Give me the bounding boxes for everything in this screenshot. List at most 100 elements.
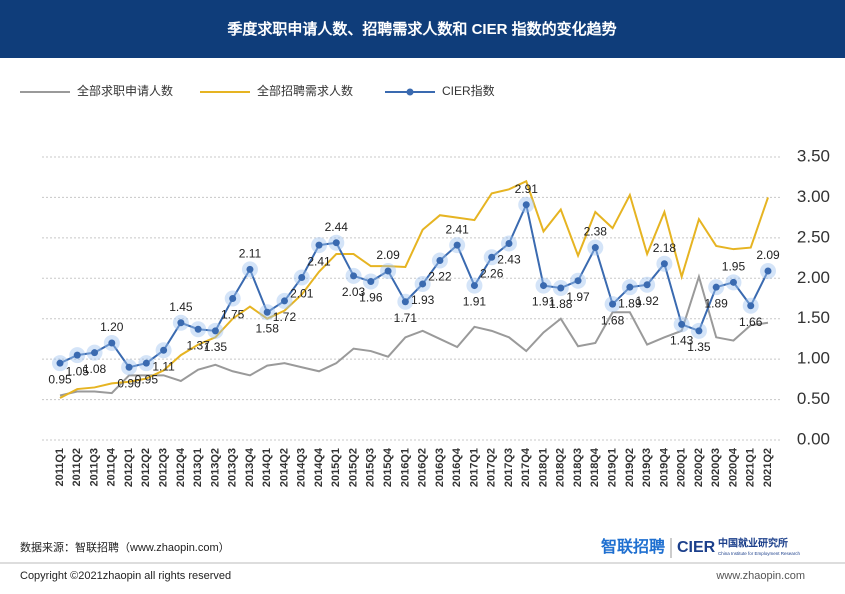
x-tick-label: 2012Q4 (175, 447, 187, 487)
logo-cier: CIER (677, 539, 716, 556)
source: 数据来源：智联招聘（www.zhaopin.com） (20, 540, 230, 554)
data-label: 1.05 (66, 364, 90, 378)
data-label: 2.22 (428, 270, 452, 284)
x-tick-label: 2013Q3 (227, 448, 239, 487)
marker (436, 256, 444, 264)
marker (660, 260, 668, 268)
marker (367, 278, 375, 286)
data-label: 1.11 (152, 359, 175, 373)
marker (125, 363, 133, 371)
legend-marker (406, 88, 414, 96)
x-tick-label: 2017Q3 (503, 448, 515, 487)
data-label: 1.88 (549, 297, 573, 311)
url: www.zhaopin.com (715, 570, 805, 582)
x-tick-label: 2020Q4 (727, 447, 739, 487)
marker (591, 244, 599, 252)
marker (211, 327, 219, 335)
series-line (59, 273, 769, 397)
data-label: 1.58 (256, 321, 280, 335)
x-tick-label: 2015Q3 (365, 448, 377, 487)
y-tick-label: 1.00 (797, 349, 830, 368)
marker (695, 327, 703, 335)
data-label: 1.43 (670, 334, 694, 348)
y-tick-label: 0.50 (797, 389, 830, 408)
x-tick-label: 2014Q4 (313, 447, 325, 487)
x-tick-label: 2016Q3 (434, 448, 446, 487)
data-label: 2.26 (480, 266, 504, 280)
data-label: 2.09 (376, 248, 400, 262)
x-tick-label: 2011Q2 (71, 448, 83, 487)
data-label: 1.93 (411, 293, 435, 307)
x-tick-label: 2018Q1 (537, 448, 549, 487)
header-bar (0, 0, 845, 58)
data-label: 2.41 (445, 222, 469, 236)
data-label: 1.91 (463, 295, 487, 309)
marker (712, 283, 720, 291)
marker (315, 241, 323, 249)
x-tick-label: 2019Q1 (606, 448, 618, 487)
data-label: 1.71 (394, 311, 418, 325)
x-tick-label: 2015Q1 (330, 448, 342, 487)
data-label: 1.37 (186, 338, 210, 352)
x-tick-label: 2014Q1 (261, 448, 273, 487)
x-tick-label: 2017Q1 (468, 448, 480, 487)
marker (229, 295, 237, 302)
y-tick-label: 0.00 (797, 429, 830, 448)
x-tick-label: 2020Q2 (693, 448, 705, 487)
marker (522, 201, 530, 209)
x-tick-label: 2012Q3 (158, 448, 170, 487)
data-label: 2.41 (307, 254, 331, 268)
data-label: 1.35 (687, 340, 711, 354)
data-label: 1.66 (739, 315, 763, 329)
marker (643, 281, 651, 289)
data-label: 1.95 (722, 260, 746, 274)
marker (91, 349, 99, 357)
data-label: 2.09 (756, 248, 780, 262)
x-tick-label: 2020Q3 (710, 448, 722, 487)
series-line (59, 201, 769, 369)
data-label: 1.68 (601, 313, 625, 327)
marker (540, 282, 548, 290)
data-label: 1.89 (618, 296, 642, 310)
data-label: 1.45 (169, 300, 193, 314)
marker (557, 284, 565, 292)
x-tick-label: 2019Q2 (624, 448, 636, 487)
data-label: 1.72 (273, 310, 297, 324)
logo-institute-en: China Institute for Employment Research (718, 551, 801, 556)
logo-institute: 中国就业研究所 (718, 537, 788, 550)
x-tick-label: 2011Q3 (88, 448, 100, 487)
data-label: 1.35 (204, 340, 228, 354)
marker (263, 308, 271, 316)
chart-title: 季度求职申请人数、招聘需求人数和 CIER 指数的变化趋势 (227, 20, 616, 38)
x-tick-label: 2012Q2 (140, 448, 152, 487)
x-tick-label: 2011Q1 (54, 448, 66, 487)
x-tick-label: 2015Q4 (382, 447, 394, 487)
data-label: 0.95 (135, 372, 159, 386)
x-tick-label: 2016Q1 (399, 448, 411, 487)
marker (298, 273, 306, 281)
data-label: 1.75 (221, 308, 245, 322)
legend-label: 全部求职申请人数 (77, 83, 173, 98)
data-label: 1.20 (100, 320, 124, 334)
marker (626, 283, 634, 291)
x-tick-label: 2021Q2 (762, 448, 774, 487)
data-label: 0.95 (48, 372, 72, 386)
marker (160, 346, 168, 354)
data-label: 1.96 (359, 291, 383, 305)
series-line (59, 179, 769, 399)
data-label: 2.91 (515, 182, 539, 196)
x-tick-label: 2013Q1 (192, 448, 204, 487)
marker (764, 267, 772, 275)
y-tick-label: 3.50 (797, 146, 830, 165)
x-tick-label: 2020Q1 (676, 448, 688, 487)
data-label: 1.08 (83, 362, 107, 376)
y-tick-label: 3.00 (797, 187, 830, 206)
marker (470, 282, 478, 290)
marker (419, 280, 427, 288)
x-tick-label: 2018Q2 (555, 448, 567, 487)
data-label: 2.11 (239, 247, 262, 261)
marker (401, 298, 409, 306)
x-tick-label: 2021Q1 (745, 448, 757, 487)
x-tick-label: 2016Q4 (451, 447, 463, 487)
